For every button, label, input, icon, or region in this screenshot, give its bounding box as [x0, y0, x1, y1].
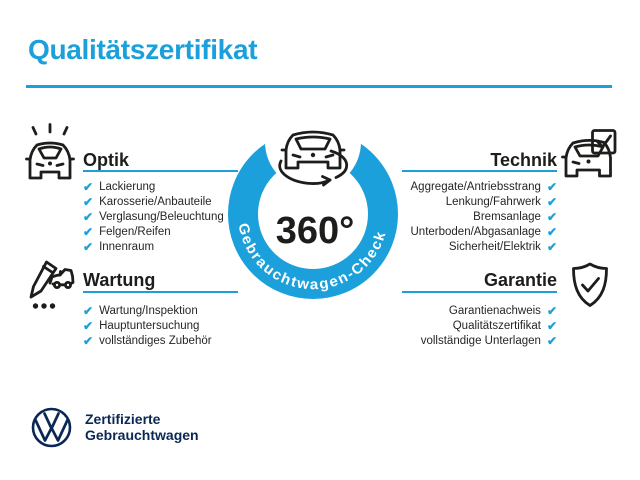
- car-checkbox-icon: [561, 129, 617, 178]
- check-icon: ✔: [546, 334, 557, 348]
- check-icon: ✔: [83, 195, 94, 209]
- vw-logo: [31, 407, 72, 448]
- section-rule-technik: [402, 170, 557, 172]
- list-item: Sicherheit/Elektrik ✔: [448, 240, 557, 254]
- check-icon: ✔: [83, 240, 94, 254]
- list-item: Garantienachweis ✔: [448, 304, 557, 318]
- car-shine-icon: [25, 123, 75, 180]
- section-title-technik: Technik: [490, 150, 557, 170]
- service-checklist-icon: [29, 260, 75, 309]
- ring-center-value: 360°: [276, 210, 355, 252]
- check-icon: ✔: [546, 210, 557, 224]
- check-icon: ✔: [83, 304, 94, 318]
- check-icon: ✔: [546, 180, 557, 194]
- section-rule-wartung: [83, 291, 238, 293]
- list-item: Qualitätszertifikat ✔: [452, 319, 557, 333]
- check-icon: ✔: [83, 225, 94, 239]
- list-item: ✔ Felgen/Reifen: [83, 225, 171, 239]
- shield-check-icon: [572, 262, 608, 307]
- check-icon: ✔: [546, 195, 557, 209]
- footer-claim: Zertifizierte Gebrauchtwagen: [85, 411, 199, 443]
- garantie-checklist: Garantienachweis ✔ Qualitätszertifikat ✔ v…: [327, 304, 557, 349]
- wartung-checklist: ✔ Wartung/Inspektion ✔ Hauptuntersuchung ✔…: [83, 304, 212, 349]
- optik-checklist: ✔ Lackierung ✔ Karosserie/Anbauteile ✔ Verg…: [83, 180, 224, 255]
- list-item: Unterboden/Abgasanlage ✔: [410, 225, 558, 239]
- check-icon: ✔: [546, 304, 557, 318]
- car-rotation-icon: [278, 130, 349, 187]
- ring-notch: [265, 94, 361, 190]
- section-title-optik: Optik: [83, 150, 130, 170]
- footer-claim-line2: Gebrauchtwagen: [85, 426, 199, 443]
- header-divider: [26, 85, 612, 88]
- list-item: Aggregate/Antriebsstrang ✔: [410, 180, 557, 194]
- section-title-garantie: Garantie: [483, 270, 557, 290]
- list-item: Bremsanlage ✔: [473, 210, 557, 224]
- check-icon: ✔: [546, 240, 557, 254]
- check-icon: ✔: [83, 319, 94, 333]
- page-title: Qualitätszertifikat: [28, 34, 258, 65]
- check-icon: ✔: [83, 180, 94, 194]
- list-item: ✔ vollständiges Zubehör: [83, 334, 212, 348]
- list-item: vollständige Unterlagen ✔: [420, 334, 557, 348]
- list-item: ✔ Wartung/Inspektion: [83, 304, 198, 318]
- list-item: ✔ Innenraum: [83, 240, 155, 254]
- check-icon: ✔: [83, 210, 94, 224]
- list-item: ✔ Karosserie/Anbauteile: [83, 195, 212, 209]
- check-icon: ✔: [546, 225, 557, 239]
- list-item: ✔ Hauptuntersuchung: [83, 319, 200, 333]
- footer-claim-line1: Zertifizierte: [85, 411, 161, 427]
- section-rule-optik: [83, 170, 238, 172]
- check-icon: ✔: [546, 319, 557, 333]
- list-item: ✔ Lackierung: [83, 180, 156, 194]
- check-icon: ✔: [83, 334, 94, 348]
- technik-checklist: Aggregate/Antriebsstrang ✔ Lenkung/Fahrwe…: [327, 180, 558, 255]
- list-item: Lenkung/Fahrwerk ✔: [445, 195, 557, 209]
- section-rule-garantie: [402, 291, 557, 293]
- list-item: ✔ Verglasung/Beleuchtung: [83, 210, 224, 224]
- section-title-wartung: Wartung: [83, 270, 156, 290]
